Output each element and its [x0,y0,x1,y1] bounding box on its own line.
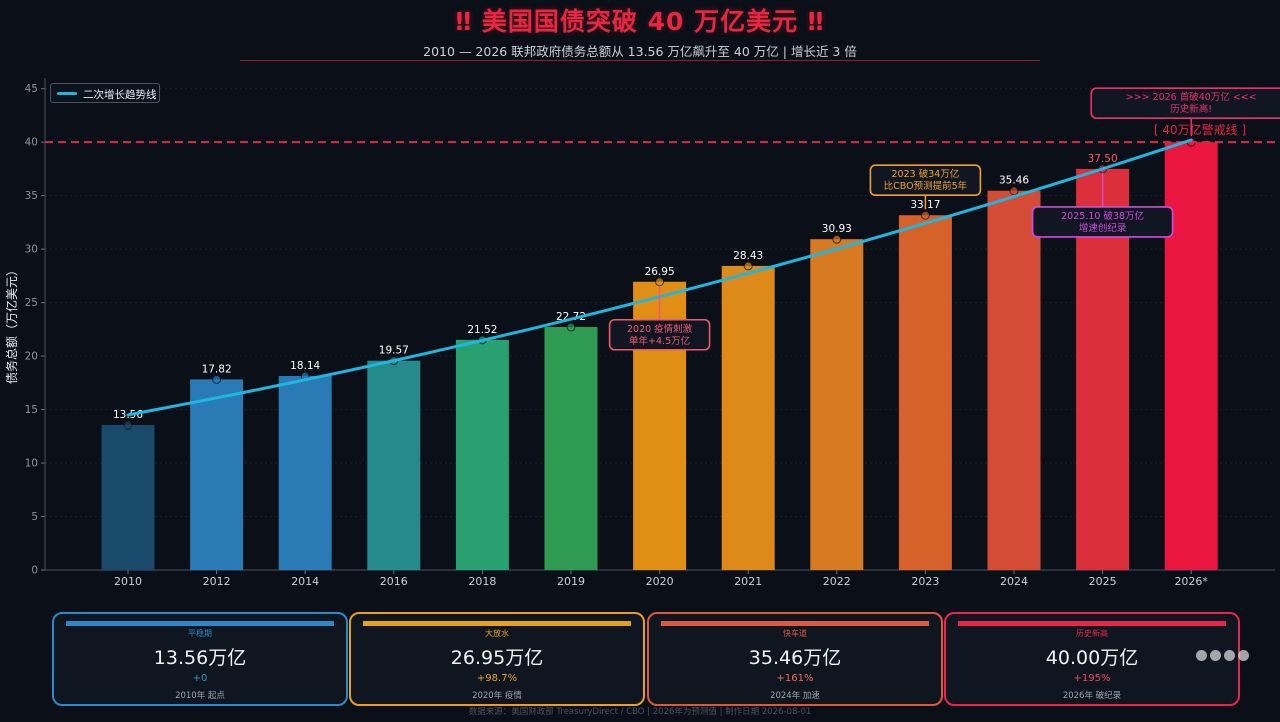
card-phase: 历史新高 [1076,629,1108,638]
bar [810,239,864,570]
bar-top-marker [212,374,222,384]
annotation-box [1090,87,1280,119]
bar [278,375,332,570]
x-tick-label: 2019 [557,575,585,588]
y-tick-label: 25 [25,297,38,309]
x-tick-label: 2014 [291,575,319,588]
warning-line-label: [ 40万亿警戒线 ] [1154,122,1246,137]
y-tick-label: 35 [25,190,38,202]
card-accent-bar [661,621,929,626]
chart-subtitle: 2010 — 2026 联邦政府债务总额从 13.56 万亿飙升至 40 万亿 … [423,44,857,59]
x-tick-label: 2012 [203,575,231,588]
x-tick-label: 2018 [468,575,496,588]
data-label: 26.95 [645,266,675,278]
bar-top-marker [920,210,930,220]
bar-top-marker [655,277,665,287]
y-tick-label: 20 [25,351,38,363]
card-desc: 2026年 破纪录 [1062,691,1122,701]
annotation-text: 单年+4.5万亿 [629,335,690,347]
card-value: 35.46万亿 [748,647,842,669]
data-label: 30.93 [822,223,852,235]
title-divider [240,60,1040,61]
summary-card-record: 历史新高 40.00万亿 +195% 2026年 破纪录 [944,612,1240,706]
data-label: 37.50 [1088,153,1118,165]
y-tick-label: 5 [31,511,38,523]
bar-chart: 051015202530354045债务总额（万亿美元）201013.56201… [4,78,1280,588]
y-tick-label: 30 [25,244,38,256]
card-phase: 快车道 [783,629,807,638]
watermark-dots [1196,650,1249,661]
annotation-text: 2023 破34万亿 [892,168,960,180]
y-tick-label: 40 [25,137,38,149]
annotation-box [608,318,711,351]
card-value: 13.56万亿 [153,647,247,669]
bar [190,379,244,570]
card-value: 40.00万亿 [1045,647,1139,669]
bar-top-marker [832,234,842,244]
bar-top-marker [123,420,133,430]
card-accent-bar [958,621,1226,626]
y-tick-label: 10 [25,458,38,470]
card-desc: 2024年 加速 [770,691,820,701]
card-value: 26.95万亿 [450,647,544,669]
card-change: +0 [192,673,208,684]
card-phase: 大放水 [485,629,509,638]
annotation-box [1031,206,1174,238]
data-label: 18.14 [290,360,320,372]
bar [987,190,1041,570]
bar [721,265,775,570]
y-tick-label: 0 [31,565,38,577]
summary-card-fast-lane: 快车道 35.46万亿 +161% 2024年 加速 [647,612,943,706]
legend-trend-label: 二次增长趋势线 [83,89,157,101]
annotation-text: 增速创纪录 [1079,222,1127,234]
y-axis-label: 债务总额（万亿美元） [4,264,19,384]
summary-card-stimulus: 大放水 26.95万亿 +98.7% 2020年 疫情 [349,612,645,706]
x-tick-label: 2021 [734,575,762,588]
card-change: +195% [1073,673,1111,684]
y-tick-label: 45 [25,83,38,95]
bar [101,424,155,570]
card-phase: 平稳期 [188,629,212,638]
bar-top-marker [566,322,576,332]
bar [1164,142,1218,570]
x-tick-label: 2016 [380,575,408,588]
data-label: 21.52 [467,324,497,336]
x-tick-label: 2024 [1000,575,1028,588]
card-change: +161% [776,673,814,684]
source-footer: 数据来源：美国财政部 TreasuryDirect / CBO | 2026年为… [468,707,812,717]
bar [367,360,421,570]
x-tick-label: 2022 [823,575,851,588]
annotation-text: 历史新高! [1170,103,1212,115]
bar [898,215,952,570]
data-label: 17.82 [202,363,232,375]
annotation-box [869,164,982,197]
data-label: 28.43 [733,250,763,262]
bar-top-marker [1009,186,1019,196]
card-change: +98.7% [476,673,518,684]
y-tick-label: 15 [25,404,38,416]
data-label: 19.57 [379,345,409,357]
annotation-text: 2020 疫情刺激 [627,323,693,335]
x-tick-label: 2010 [114,575,142,588]
card-accent-bar [66,621,334,626]
annotation-text: 比CBO预测提前5年 [884,180,968,192]
x-tick-label: 2023 [911,575,939,588]
bar [544,326,598,570]
card-accent-bar [363,621,631,626]
bar-top-marker [743,261,753,271]
annotation-text: 2025.10 破38万亿 [1061,210,1144,222]
summary-card-stable: 平稳期 13.56万亿 +0 2010年 起点 [52,612,348,706]
x-tick-label: 2026* [1174,575,1208,588]
data-label: 35.46 [999,175,1029,187]
annotation-text: >>> 2026 首破40万亿 <<< [1126,91,1257,103]
legend-trend-swatch [57,92,77,95]
x-tick-label: 2025 [1089,575,1117,588]
card-desc: 2020年 疫情 [472,691,522,701]
bar [455,339,509,570]
x-tick-label: 2020 [646,575,674,588]
card-desc: 2010年 起点 [175,691,225,701]
chart-title: ‼ 美国国债突破 40 万亿美元 ‼ [455,7,825,36]
chart-legend: 二次增长趋势线 [50,83,160,103]
